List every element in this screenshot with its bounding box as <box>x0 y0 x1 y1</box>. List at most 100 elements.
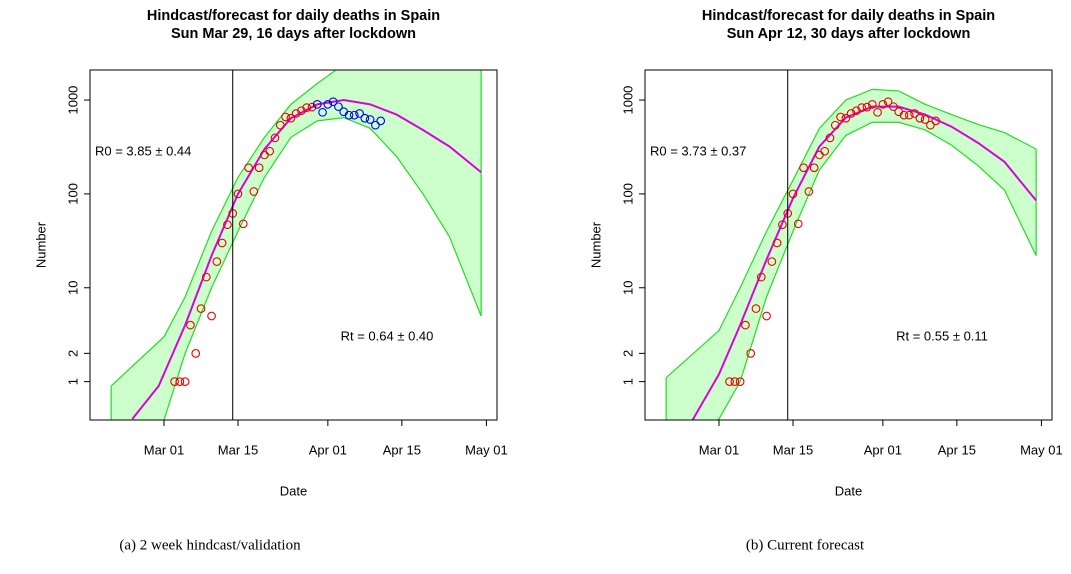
data-point <box>307 102 317 112</box>
confidence-band <box>111 70 482 420</box>
band-lower <box>715 121 1037 420</box>
data-point <box>244 163 253 173</box>
data-point <box>344 110 354 120</box>
data-point <box>270 133 280 143</box>
data-point <box>180 377 190 386</box>
data-point <box>349 110 359 120</box>
plot-area <box>665 88 1037 420</box>
data-point <box>830 120 840 130</box>
y-tick-label: 10 <box>620 281 635 295</box>
y-tick-label: 1000 <box>65 86 80 115</box>
data-point <box>762 311 771 321</box>
r0-annotation: R0 = 3.85 ± 0.44 <box>95 143 191 158</box>
y-tick-label: 1 <box>65 378 80 385</box>
fit-line <box>131 99 482 420</box>
data-point <box>878 99 888 109</box>
y-tick-label: 1000 <box>620 86 635 115</box>
data-point <box>265 146 275 156</box>
x-tick-label: Mar 15 <box>773 442 813 457</box>
data-point <box>725 377 734 386</box>
data-point <box>291 109 301 118</box>
y-tick-label: 100 <box>620 183 635 205</box>
data-point <box>751 304 761 313</box>
x-axis-label: Date <box>280 483 307 498</box>
plot-frame <box>89 69 498 421</box>
data-point <box>249 187 259 196</box>
r0-annotation: R0 = 3.73 ± 0.37 <box>650 143 746 158</box>
y-tick-label: 1 <box>620 378 635 385</box>
data-point <box>201 272 211 282</box>
data-point <box>788 189 798 199</box>
x-tick-label: Apr 15 <box>938 442 976 457</box>
x-tick-label: Apr 01 <box>864 442 902 457</box>
data-point <box>772 238 782 248</box>
data-point <box>931 116 941 126</box>
data-point <box>899 110 909 120</box>
data-point <box>286 113 296 123</box>
data-point <box>281 112 290 122</box>
x-tick-label: Apr 15 <box>383 442 421 457</box>
data-point <box>334 102 343 112</box>
y-tick-label: 100 <box>65 183 80 205</box>
caption: (a) 2 week hindcast/validation <box>119 537 301 553</box>
data-point <box>175 377 185 386</box>
data-point <box>767 257 777 266</box>
data-point <box>323 99 333 109</box>
data-point <box>238 219 248 229</box>
data-point <box>233 189 243 199</box>
data-point <box>920 115 930 124</box>
data-point <box>207 311 216 321</box>
chart-subtitle: Sun Mar 29, 16 days after lockdown <box>171 26 416 42</box>
x-tick-label: May 01 <box>1020 442 1063 457</box>
y-tick-label: 2 <box>620 350 635 357</box>
data-point <box>825 133 835 143</box>
data-point <box>846 109 856 118</box>
data-point <box>212 257 222 266</box>
data-point <box>170 377 179 386</box>
data-point <box>365 115 375 124</box>
data-point <box>312 99 322 109</box>
data-point <box>778 220 787 230</box>
data-point <box>793 219 803 229</box>
data-point <box>318 107 327 117</box>
chart-title: Hindcast/forecast for daily deaths in Sp… <box>702 8 995 24</box>
y-tick-label: 2 <box>65 350 80 357</box>
data-point <box>735 377 745 386</box>
confidence-band <box>666 89 1037 420</box>
data-point <box>196 304 206 313</box>
plot-area <box>110 70 482 420</box>
data-point <box>302 103 312 112</box>
data-point <box>191 349 201 358</box>
data-point <box>867 99 877 109</box>
data-point <box>910 109 919 118</box>
data-point <box>862 102 872 112</box>
plot-frame <box>644 69 1053 421</box>
band-upper <box>665 88 1037 379</box>
x-tick-label: Mar 01 <box>144 442 184 457</box>
data-point <box>223 220 232 230</box>
panel: Hindcast/forecast for daily deaths in Sp… <box>588 8 1062 554</box>
band-upper <box>110 70 337 387</box>
fit-line <box>691 105 1037 420</box>
data-point <box>820 146 830 156</box>
caption: (b) Current forecast <box>746 537 865 553</box>
data-point <box>186 320 195 330</box>
data-point <box>915 113 925 123</box>
data-point <box>889 102 898 112</box>
data-point <box>841 113 851 123</box>
x-tick-label: May 01 <box>465 442 508 457</box>
chart-title: Hindcast/forecast for daily deaths in Sp… <box>147 8 440 24</box>
x-tick-label: Mar 01 <box>699 442 739 457</box>
data-point <box>799 163 808 173</box>
data-point <box>254 163 264 173</box>
data-point <box>360 113 370 123</box>
data-point <box>809 163 819 173</box>
data-point <box>275 120 285 130</box>
band-lower <box>163 116 482 420</box>
y-axis-label: Number <box>588 221 603 268</box>
data-point <box>926 120 935 130</box>
rt-annotation: Rt = 0.64 ± 0.40 <box>341 328 434 343</box>
x-axis-label: Date <box>835 483 862 498</box>
